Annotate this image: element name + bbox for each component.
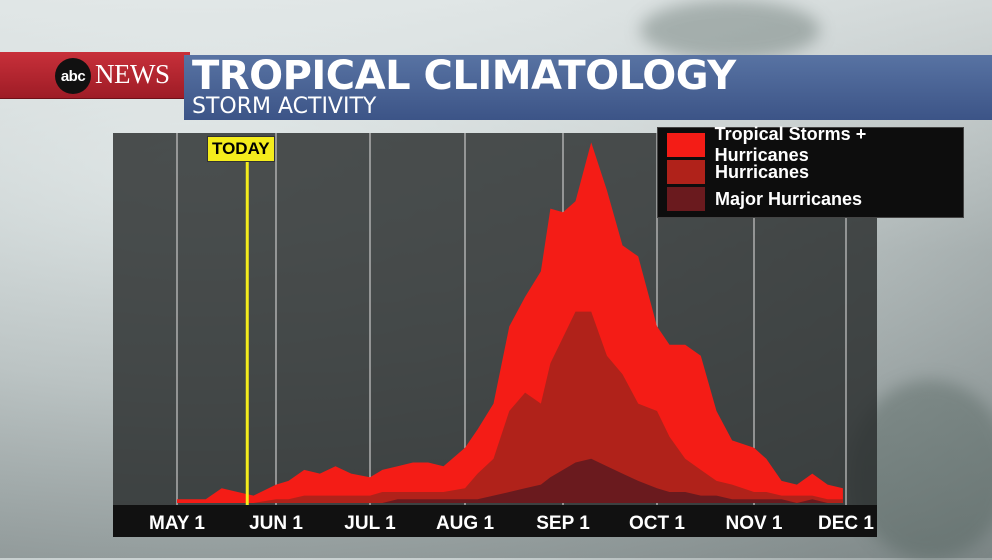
x-tick-label: JUN 1 [249, 513, 303, 534]
title-band [184, 55, 992, 120]
legend-item-total: Tropical Storms + Hurricanes [667, 124, 963, 165]
legend-label: Tropical Storms + Hurricanes [714, 124, 867, 165]
x-tick-label: DEC 1 [818, 513, 874, 534]
area-series-0 [177, 142, 843, 503]
network-band [0, 52, 190, 99]
area-series-1 [177, 311, 843, 503]
legend-label: Major Hurricanes [715, 188, 863, 209]
page-title: TROPICAL CLIMATOLOGY [192, 53, 736, 99]
area-series-2 [177, 458, 843, 503]
abc-logo: abc [55, 58, 91, 94]
legend-item-hurricanes: Hurricanes [667, 160, 809, 184]
today-label: TODAY [207, 136, 275, 162]
x-tick-label: JUL 1 [344, 513, 396, 534]
legend-label: Hurricanes [715, 161, 810, 182]
x-tick-label: SEP 1 [536, 513, 590, 534]
x-tick-label: NOV 1 [725, 513, 782, 534]
legend-swatch [667, 160, 705, 184]
x-tick-label: MAY 1 [149, 513, 205, 534]
news-logo-text: NEWS [95, 59, 170, 89]
legend-item-major: Major Hurricanes [667, 187, 862, 211]
x-tick-label: OCT 1 [629, 513, 685, 534]
legend: Tropical Storms + Hurricanes Hurricanes … [657, 124, 964, 218]
legend-swatch [667, 187, 705, 211]
legend-swatch [667, 133, 705, 157]
x-tick-label: AUG 1 [436, 513, 495, 534]
page-subtitle: STORM ACTIVITY [192, 94, 377, 119]
background-tree [640, 0, 820, 60]
x-axis-band [113, 505, 877, 537]
